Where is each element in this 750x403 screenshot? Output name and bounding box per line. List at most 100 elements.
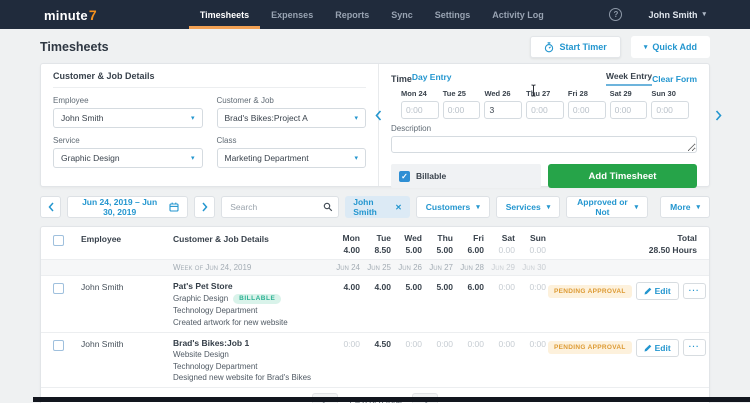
hour-tue: 4.50	[374, 338, 391, 349]
select-all-checkbox[interactable]	[53, 235, 64, 246]
nav-item-reports[interactable]: Reports	[335, 9, 370, 20]
page-title: Timesheets	[40, 40, 109, 54]
employee-select[interactable]: John Smith ▾	[53, 108, 203, 128]
tab-day-entry[interactable]: Day Entry	[411, 72, 452, 82]
total-hours: 28.50 Hours	[648, 245, 697, 255]
status-badge: PENDING APPROVAL	[548, 341, 632, 354]
row-employee: John Smith	[81, 282, 124, 292]
row-service: Graphic Design	[173, 294, 229, 303]
checkbox-checked-icon[interactable]: ✓	[399, 170, 410, 182]
caret-down-icon: ▾	[546, 203, 551, 211]
caret-down-icon: ▾	[190, 114, 195, 122]
row-note: Designed new website for Brad's Bikes	[173, 373, 312, 382]
services-filter-button[interactable]: Services ▾	[495, 196, 561, 218]
edit-button[interactable]: Edit	[635, 282, 679, 300]
col-header-tue: Tue	[376, 233, 391, 243]
edit-button-label: Edit	[654, 286, 671, 296]
quick-add-label: Quick Add	[652, 42, 697, 52]
logo-text: minute	[44, 7, 88, 23]
hours-input-mon[interactable]	[401, 101, 439, 119]
services-filter-label: Services	[505, 202, 541, 212]
search-input[interactable]	[221, 196, 340, 218]
hours-input-sun[interactable]	[651, 101, 690, 119]
row-department: Technology Department	[173, 361, 258, 371]
pencil-icon	[644, 344, 652, 352]
start-timer-button[interactable]: Start Timer	[530, 36, 621, 58]
employee-chip-label: John Smith	[353, 197, 377, 217]
add-timesheet-button[interactable]: Add Timesheet	[548, 164, 697, 188]
table-header-row: Employee Customer & Job Details Mon 4.00 …	[41, 227, 709, 260]
hour-sun: 0:00	[529, 338, 546, 349]
row-customer: Brad's Bikes:Job 1	[173, 337, 250, 348]
col-header-total: Total	[677, 233, 697, 243]
nav-item-settings[interactable]: Settings	[434, 9, 471, 20]
row-more-button[interactable]: ···	[682, 282, 706, 300]
customers-filter-label: Customers	[425, 202, 471, 212]
customer-job-select[interactable]: Brad's Bikes:Project A ▾	[216, 108, 366, 128]
tab-week-entry[interactable]: Week Entry	[605, 71, 653, 86]
user-name: John Smith	[648, 9, 698, 20]
hours-input-sat[interactable]	[609, 101, 648, 119]
caret-down-icon: ▾	[476, 203, 480, 211]
nav-item-sync[interactable]: Sync	[391, 9, 413, 20]
week-date-fri: Jun 28	[460, 263, 484, 272]
day-label-mon: Mon 24	[401, 89, 427, 98]
nav-item-activity-log[interactable]: Activity Log	[492, 9, 544, 20]
edit-button-label: Edit	[654, 342, 671, 353]
date-range-button[interactable]: Jun 24, 2019 – Jun 30, 2019	[67, 196, 188, 218]
employee-label: Employee	[53, 96, 89, 105]
close-icon[interactable]: ✕	[395, 202, 402, 212]
search-icon	[323, 202, 333, 212]
hour-wed: 5.00	[405, 282, 422, 292]
hours-input-wed[interactable]	[484, 101, 523, 119]
page-header: Timesheets Start Timer ▾ Quick Add	[40, 34, 710, 60]
nav-item-timesheets[interactable]: Timesheets	[189, 0, 260, 29]
timesheet-row: John Smith Brad's Bikes:Job 1 Website De…	[41, 333, 709, 388]
hours-input-fri[interactable]	[567, 101, 606, 119]
row-actions: PENDING APPROVAL Edit ···	[548, 281, 706, 300]
row-more-button[interactable]: ···	[682, 339, 706, 356]
clear-form-link[interactable]: Clear Form	[652, 73, 697, 84]
hours-input-thu[interactable]	[526, 101, 564, 119]
day-label-fri: Fri 28	[567, 89, 588, 98]
prev-week-chevron[interactable]	[375, 110, 382, 121]
service-select[interactable]: Graphic Design ▾	[53, 148, 203, 168]
row-checkbox[interactable]	[53, 339, 64, 351]
row-note: Created artwork for new website	[173, 317, 288, 327]
mon-total: 4.00	[343, 245, 360, 255]
billable-checkbox-field[interactable]: ✓ Billable	[391, 164, 541, 188]
next-period-button[interactable]	[193, 196, 216, 218]
next-week-chevron[interactable]	[715, 110, 722, 121]
week-date-sat: Jun 29	[491, 263, 515, 272]
hours-input-tue[interactable]	[442, 101, 481, 119]
customers-filter-button[interactable]: Customers ▾	[415, 196, 490, 218]
prev-period-button[interactable]	[40, 196, 62, 218]
more-button[interactable]: More ▾	[660, 196, 710, 218]
customer-job-label: Customer & Job	[216, 96, 274, 105]
navbar-right: ? John Smith ▾	[609, 0, 706, 29]
entry-fields: Employee John Smith ▾ Customer & Job Bra…	[53, 88, 366, 168]
description-textarea[interactable]	[391, 136, 697, 153]
approved-filter-button[interactable]: Approved or Not ▾	[566, 196, 649, 218]
status-badge: PENDING APPROVAL	[548, 284, 632, 298]
more-button-label: More	[670, 202, 691, 212]
stopwatch-icon	[544, 41, 554, 53]
service-select-value: Graphic Design	[61, 153, 120, 163]
help-icon[interactable]: ?	[609, 8, 623, 21]
chevron-left-icon	[48, 202, 54, 212]
hour-sat: 0:00	[498, 282, 515, 292]
edit-button[interactable]: Edit	[635, 338, 679, 357]
bottom-bar	[33, 397, 750, 402]
billable-label: Billable	[416, 171, 447, 181]
start-timer-label: Start Timer	[559, 42, 607, 52]
row-details: Brad's Bikes:Job 1 Website Design Techno…	[173, 338, 331, 383]
class-select[interactable]: Marketing Department ▾	[216, 148, 366, 168]
caret-down-icon: ▾	[696, 203, 700, 211]
user-menu[interactable]: John Smith ▾	[648, 10, 706, 20]
quick-add-button[interactable]: ▾ Quick Add	[630, 36, 710, 58]
col-header-wed: Wed	[404, 233, 422, 243]
row-checkbox[interactable]	[53, 283, 64, 294]
nav-item-expenses[interactable]: Expenses	[271, 9, 314, 20]
employee-filter-chip[interactable]: John Smith ✕	[345, 196, 410, 218]
minute7-logo[interactable]: minute7	[44, 7, 97, 23]
